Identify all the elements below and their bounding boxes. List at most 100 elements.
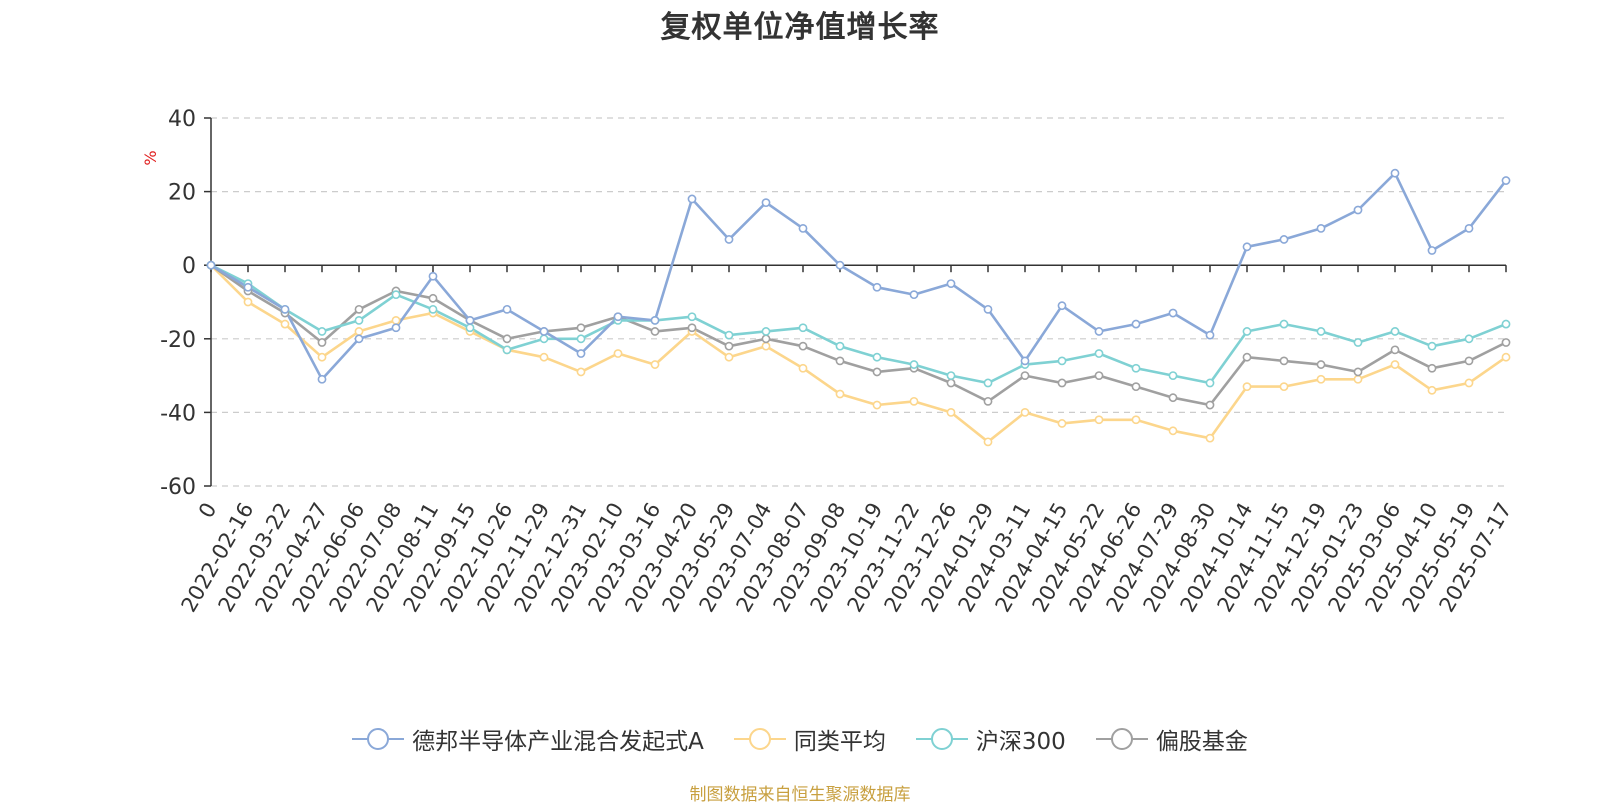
data-point xyxy=(465,315,475,325)
data-point xyxy=(1205,400,1215,410)
legend-label: 偏股基金 xyxy=(1155,729,1248,755)
legend-label: 同类平均 xyxy=(793,729,886,755)
data-point xyxy=(502,334,512,344)
data-point xyxy=(1390,360,1400,369)
legend-item[interactable]: 偏股基金 xyxy=(1095,722,1248,756)
data-point xyxy=(1501,338,1511,347)
data-point xyxy=(576,323,586,333)
data-point xyxy=(983,437,993,447)
data-point xyxy=(1094,371,1104,380)
data-point xyxy=(1464,378,1474,388)
data-point xyxy=(1501,319,1511,329)
data-point xyxy=(1057,356,1067,366)
data-point xyxy=(872,282,882,292)
data-point xyxy=(1464,223,1474,233)
data-point xyxy=(835,260,845,270)
legend-swatch-icon xyxy=(915,728,968,750)
data-point xyxy=(798,341,808,351)
data-point xyxy=(835,341,845,351)
data-point xyxy=(354,334,364,344)
data-point xyxy=(1131,415,1141,425)
data-point xyxy=(317,352,327,362)
data-point xyxy=(428,304,438,314)
x-tick-label: 0 xyxy=(194,499,221,523)
data-point xyxy=(613,312,623,322)
data-point xyxy=(724,330,734,340)
data-point xyxy=(983,378,993,388)
legend-item[interactable]: 沪深300 xyxy=(915,722,1066,756)
data-point xyxy=(798,223,808,233)
data-point xyxy=(1242,382,1252,392)
data-point xyxy=(354,327,364,336)
data-point xyxy=(1279,319,1289,329)
series-line-2 xyxy=(210,264,1507,385)
data-point xyxy=(1131,319,1141,329)
data-point xyxy=(1390,168,1400,178)
data-point xyxy=(946,371,956,380)
data-point xyxy=(1242,242,1252,252)
data-point xyxy=(1020,407,1030,417)
legend-swatch-icon xyxy=(733,728,786,750)
data-point xyxy=(687,323,697,333)
data-point xyxy=(1168,371,1178,380)
series-lines xyxy=(210,171,1508,444)
data-point xyxy=(761,334,771,344)
data-point xyxy=(1316,374,1326,384)
data-point xyxy=(354,315,364,325)
data-point xyxy=(1427,385,1437,395)
data-point xyxy=(317,374,327,384)
data-point xyxy=(835,356,845,366)
data-point xyxy=(1390,345,1400,355)
data-point xyxy=(1242,327,1252,336)
data-point xyxy=(650,360,660,369)
data-point xyxy=(428,293,438,303)
chart-title: 复权单位净值增长率 xyxy=(660,10,940,45)
data-point xyxy=(1094,349,1104,358)
y-tick-label: -40 xyxy=(160,401,196,426)
data-point xyxy=(206,260,216,270)
data-point xyxy=(909,290,919,300)
legend-label: 沪深300 xyxy=(975,729,1066,755)
data-point xyxy=(687,312,697,322)
data-point xyxy=(465,323,475,333)
data-point xyxy=(872,400,882,410)
data-point xyxy=(835,389,845,399)
data-point xyxy=(317,338,327,347)
data-point xyxy=(872,352,882,362)
data-point xyxy=(1205,330,1215,340)
data-point xyxy=(1279,356,1289,366)
data-point xyxy=(1427,363,1437,373)
data-point xyxy=(1353,338,1363,347)
data-point xyxy=(539,327,549,336)
data-point xyxy=(1168,393,1178,403)
data-point xyxy=(872,367,882,377)
data-point xyxy=(1427,341,1437,351)
data-point xyxy=(539,334,549,344)
data-point xyxy=(1131,382,1141,392)
data-point xyxy=(428,271,438,281)
legend-item[interactable]: 德邦半导体产业混合发起式A xyxy=(352,722,704,756)
data-point xyxy=(983,396,993,406)
data-point xyxy=(280,319,290,329)
data-point xyxy=(1168,426,1178,436)
data-point xyxy=(280,304,290,314)
data-point xyxy=(1094,327,1104,336)
data-point xyxy=(761,341,771,351)
y-tick-label: -20 xyxy=(160,328,196,353)
data-point xyxy=(576,334,586,344)
legend-label: 德邦半导体产业混合发起式A xyxy=(412,729,704,755)
legend-item[interactable]: 同类平均 xyxy=(733,722,886,756)
data-point xyxy=(1464,334,1474,344)
data-point xyxy=(946,378,956,388)
data-point xyxy=(1057,378,1067,388)
data-point xyxy=(687,194,697,204)
data-point xyxy=(946,407,956,417)
data-point xyxy=(1205,433,1215,443)
data-point xyxy=(1131,363,1141,373)
data-point xyxy=(1279,382,1289,392)
data-point xyxy=(539,352,549,362)
data-point xyxy=(1316,360,1326,369)
source-note: 制图数据来自恒生聚源数据库 xyxy=(689,785,911,805)
y-tick-label: 20 xyxy=(168,181,196,206)
